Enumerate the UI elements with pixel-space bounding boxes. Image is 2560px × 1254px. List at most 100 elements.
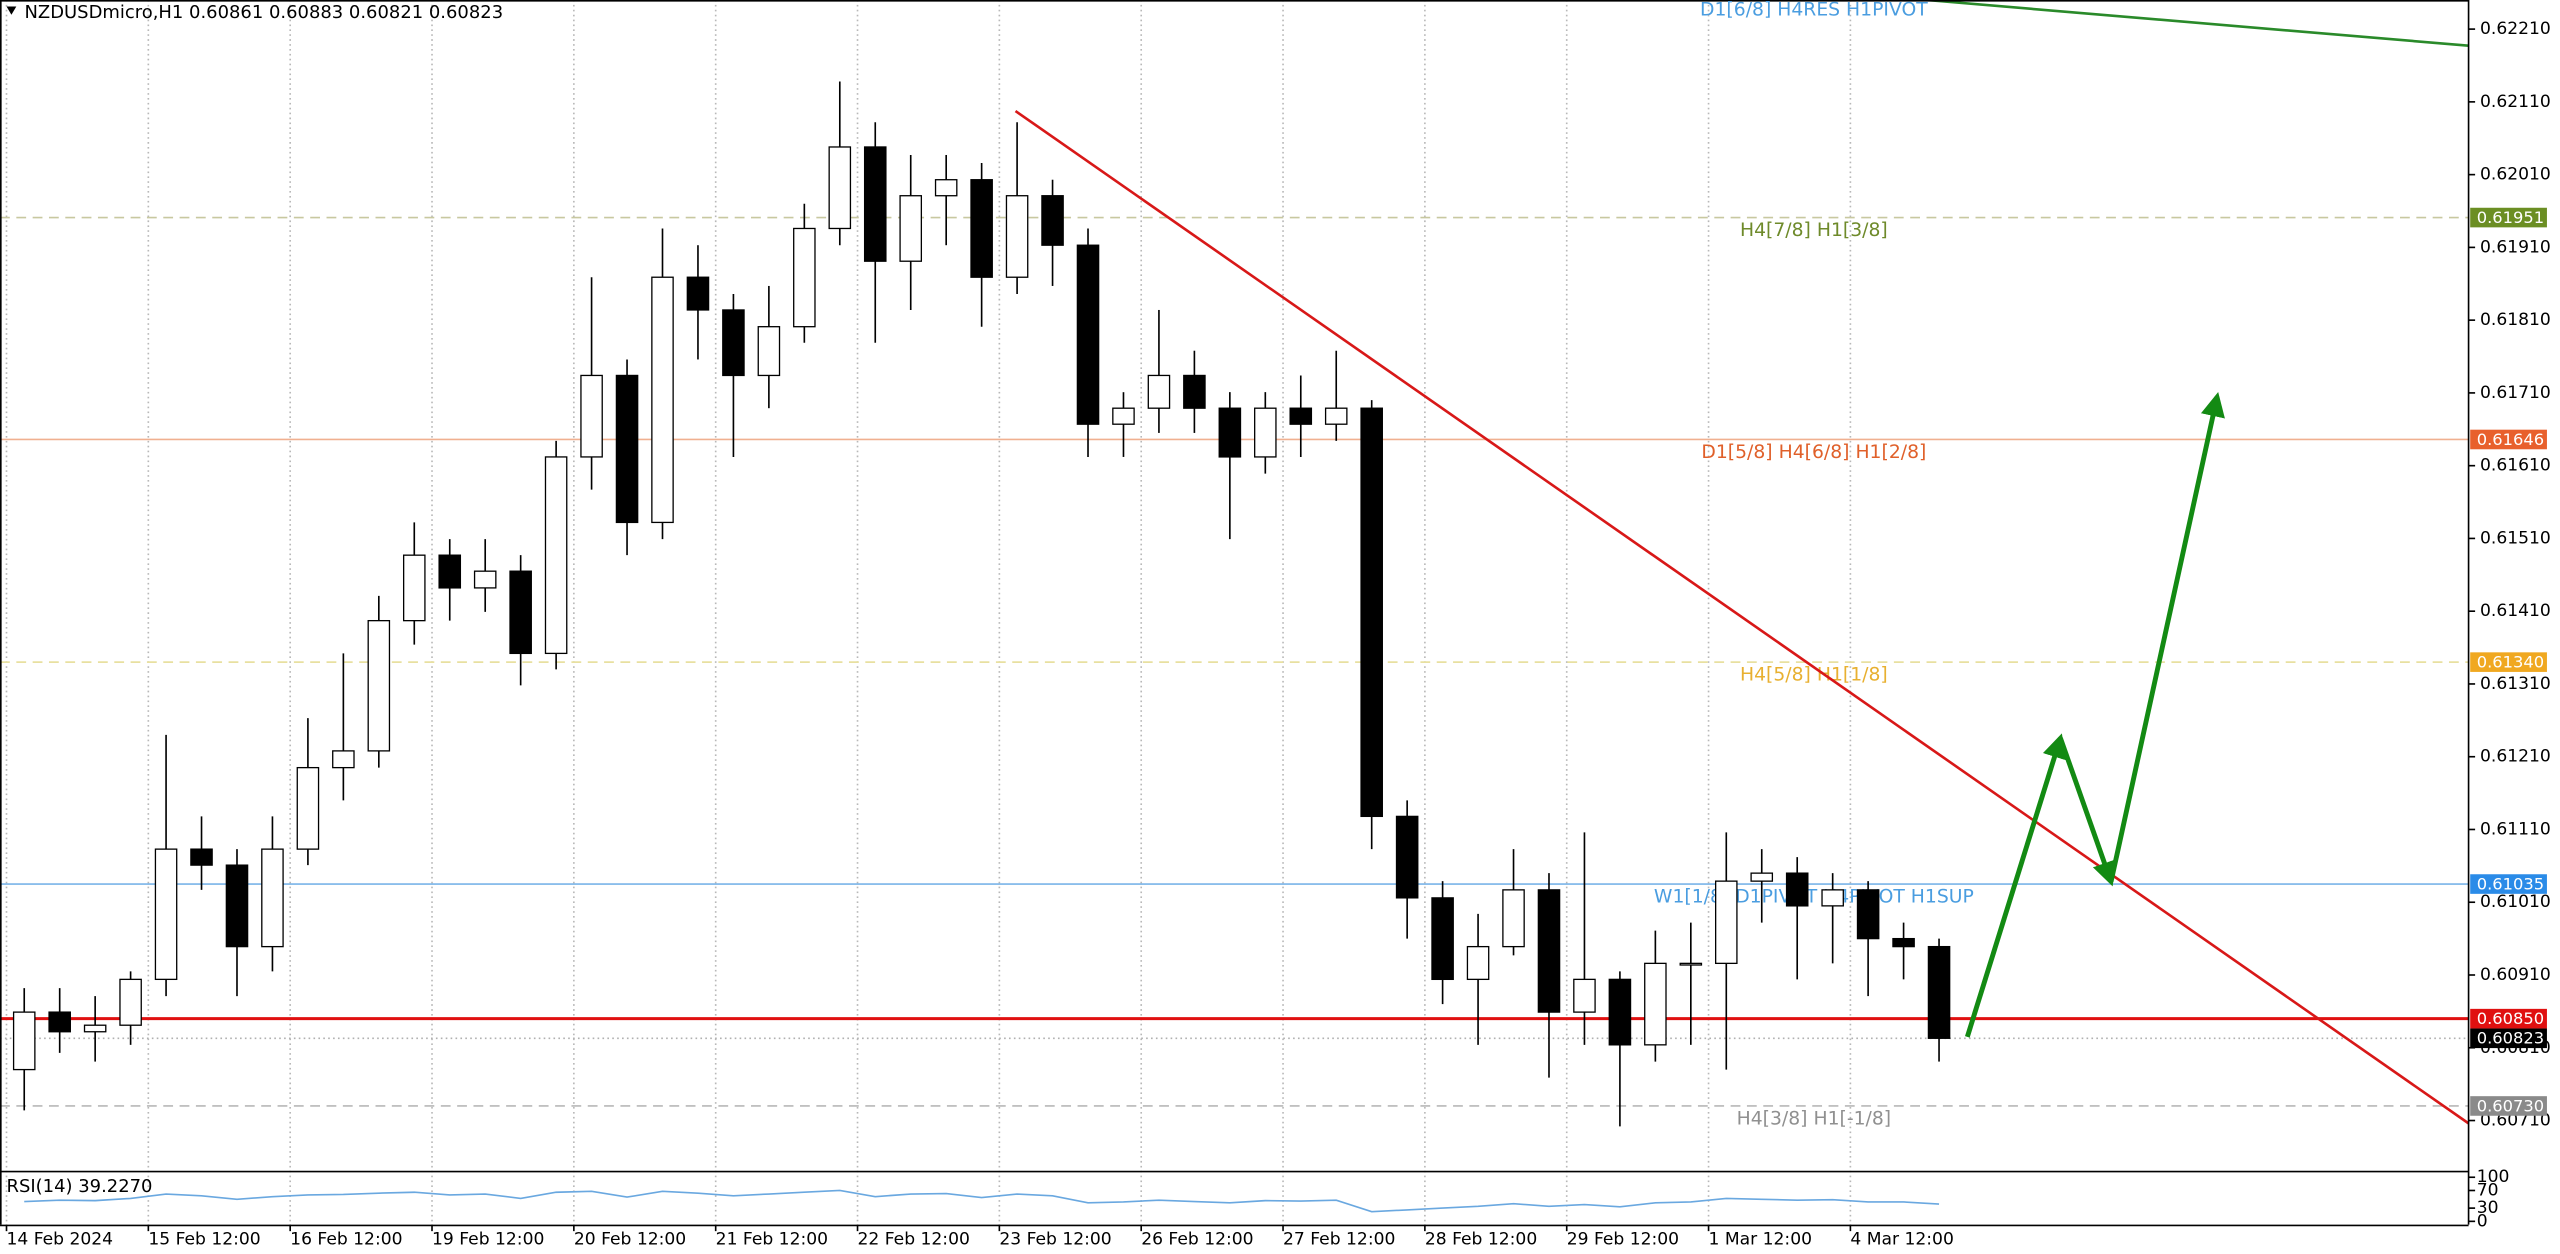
candle-body [1821,889,1844,907]
price-boxes: 0.61951 0.61646 0.61340 0.61035 0.608500.608… [2470,207,2547,1116]
y-tick-label: 0.60910 [2480,965,2551,985]
candle-body [12,1011,36,1071]
menu-icon[interactable] [6,6,17,15]
x-tick-label: 16 Feb 12:00 [290,1229,402,1249]
price-box [2470,874,2547,894]
y-tick-label: 0.61710 [2480,383,2551,403]
trend-line [1926,0,2469,48]
candle-body [1289,407,1313,425]
candles [12,81,1951,1213]
y-tick-label: 0.61810 [2480,310,2551,330]
candle-body [544,456,568,655]
candle-body [1785,872,1809,907]
candle-body [83,1024,107,1033]
candle-body [1431,897,1454,981]
level-label: H4[7/8] H1[3/8] [1740,220,1888,241]
price-box [2470,1096,2547,1116]
x-tick-label: 21 Feb 12:00 [716,1229,828,1249]
x-tick-label: 22 Feb 12:00 [858,1229,970,1249]
grid [5,0,1852,1225]
candle-body [1041,195,1064,246]
rsi-line [24,1189,1940,1213]
candle-body [757,326,781,377]
candle-body [225,864,249,948]
price-box-label: 0.60823 [2477,1029,2544,1048]
candle-body [1856,889,1880,940]
candle-body [48,1011,71,1033]
rsi-tick-label: 0 [2477,1211,2488,1231]
price-box-label: 0.61035 [2477,874,2544,893]
chart-title: NZDUSDmicro,H1 0.60861 0.60883 0.60821 0… [24,2,503,23]
price-box [2470,1028,2547,1049]
candle-body [1254,407,1277,458]
rsi-tick-label: 100 [2477,1167,2510,1187]
candle-body [509,570,532,655]
candle-body [1076,244,1100,425]
candle-body [580,374,603,458]
y-tick-label: 0.61110 [2480,819,2551,839]
price-box [2470,652,2547,672]
candle-body [615,374,639,524]
candle-body [402,554,426,622]
x-tick-label: 4 Mar 12:00 [1850,1229,1953,1249]
y-tick-label: 0.61210 [2480,747,2551,767]
candle-body [970,179,993,278]
candle-body [722,309,745,377]
candle-body [1395,815,1419,899]
candle-body [332,750,355,769]
arrow [2058,737,2117,887]
level-label: W1[1/8] D1PIVOT H4PIVOT H1SUP [1654,887,1974,908]
x-tick-label: 14 Feb 2024 [7,1229,114,1249]
candle-body [1005,195,1029,278]
candle-body [1360,407,1383,818]
y-tick-label: 0.61310 [2480,674,2551,694]
rsi-tick-label: 30 [2477,1198,2499,1218]
price-box-label: 0.61951 [2477,208,2544,227]
arrow [1965,733,2067,1038]
candle-body [1714,880,1738,965]
x-tick-label: 28 Feb 12:00 [1425,1229,1537,1249]
candle-body [367,619,391,752]
candle-body [1927,945,1951,1039]
level-label: D1[5/8] H4[6/8] H1[2/8] [1701,442,1926,463]
candle-body [1750,872,1774,882]
price-box [2470,429,2547,450]
level-label: H4[3/8] H1[-1/8] [1737,1109,1892,1130]
arrow [2108,391,2225,883]
price-box-label: 0.60850 [2477,1009,2544,1028]
price-box [2470,1008,2547,1029]
y-tick-label: 0.61510 [2480,528,2551,548]
level-label: D1[6/8] H4RES H1PIVOT [1700,0,1928,20]
x-tick-label: 20 Feb 12:00 [574,1229,686,1249]
rsi-label: RSI(14) 39.2270 [7,1176,153,1197]
x-tick-label: 1 Mar 12:00 [1709,1229,1812,1249]
candle-body [1537,889,1561,1013]
candle-body [828,146,852,230]
y-tick-label: 0.61610 [2480,456,2551,476]
candle-body [1466,945,1490,981]
candle-body [651,276,674,524]
y-tick-label: 0.62010 [2480,165,2551,185]
candle-body [1679,962,1703,966]
candle-body [438,554,462,589]
y-tick-label: 0.61410 [2480,601,2551,621]
x-tick-label: 27 Feb 12:00 [1283,1229,1395,1249]
candle-body [1324,407,1348,425]
candle-body [863,146,887,262]
price-box-label: 0.60730 [2477,1096,2544,1115]
trend-line [1014,109,2470,1125]
y-tick-label: 0.61010 [2480,892,2551,912]
y-tick-label: 0.62210 [2480,19,2551,39]
price-box-label: 0.61340 [2477,652,2544,671]
candle-body [1183,374,1206,409]
x-tick-label: 29 Feb 12:00 [1567,1229,1679,1249]
candle-body [119,978,142,1026]
y-tick-label: 0.61910 [2480,237,2551,257]
candle-body [1502,889,1525,948]
candle-body [296,766,320,850]
y-tick-label: 0.62110 [2480,92,2551,112]
candle-body [261,848,284,948]
